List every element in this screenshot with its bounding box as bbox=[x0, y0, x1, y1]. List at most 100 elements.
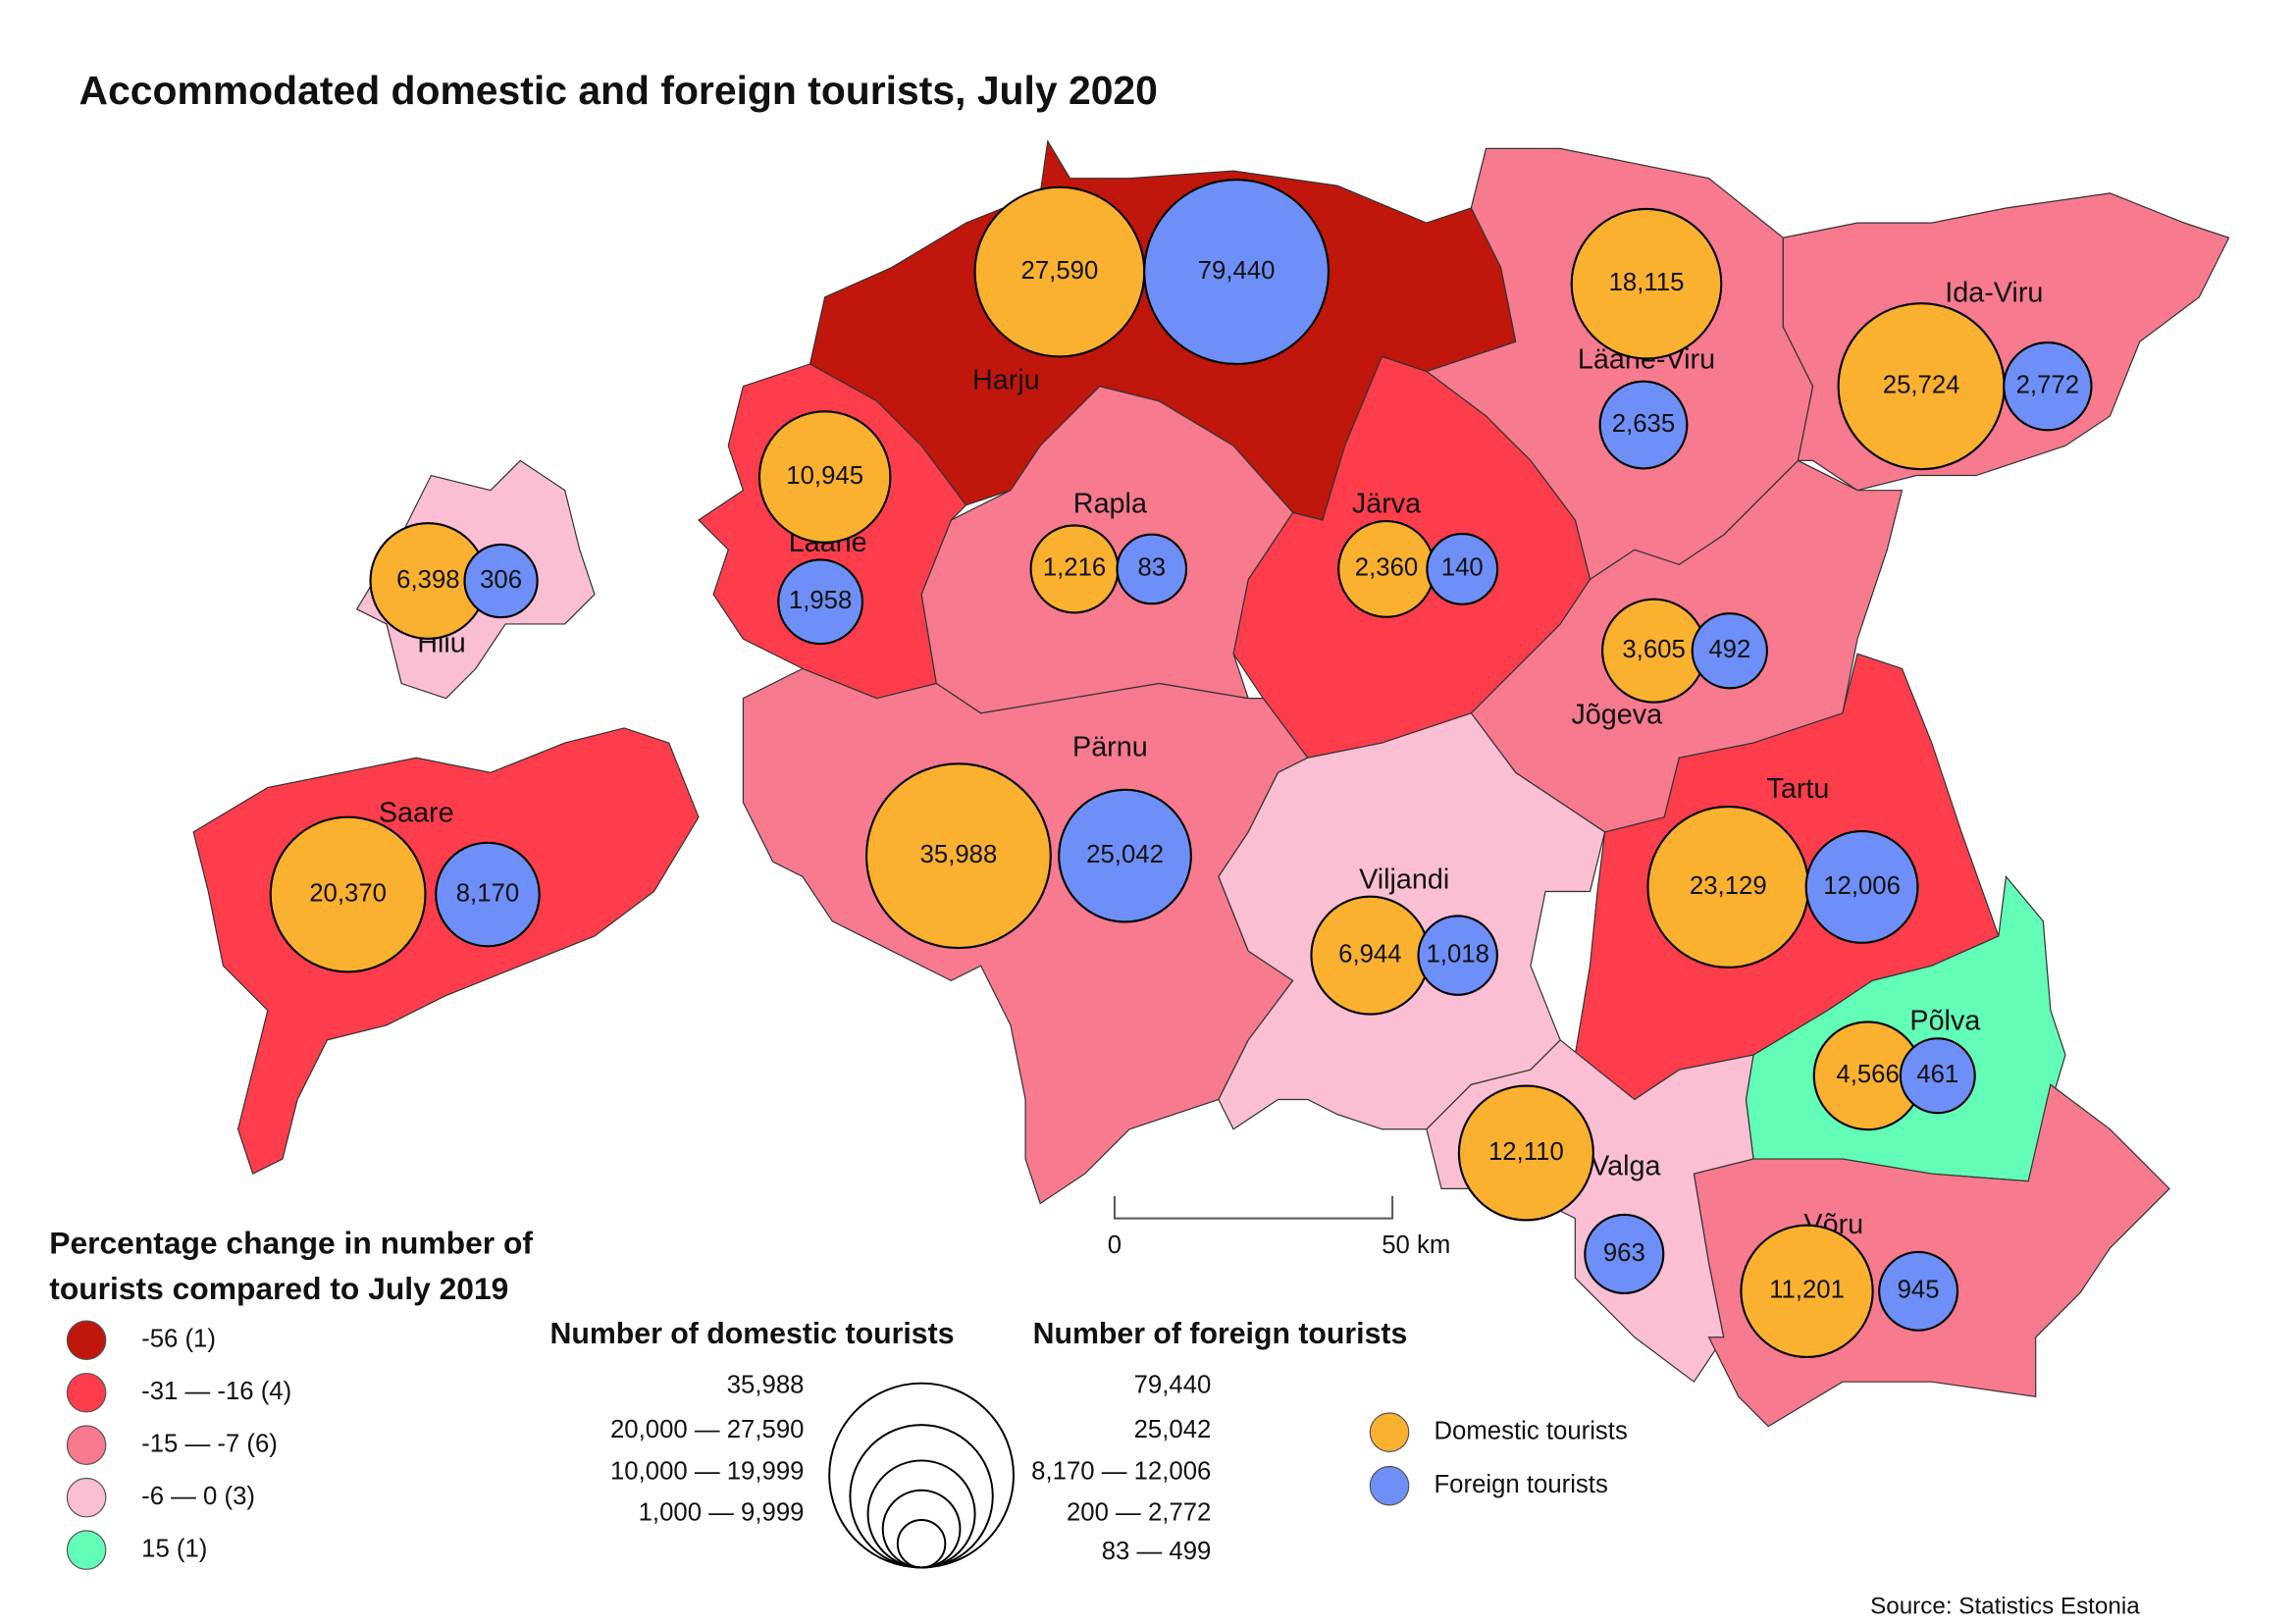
region-name: Pärnu bbox=[1072, 732, 1148, 763]
foreign-label: 12,006 bbox=[1823, 872, 1901, 900]
legend-label: -31 — -16 (4) bbox=[141, 1378, 291, 1405]
foreign-bubble bbox=[1878, 1250, 1959, 1332]
region-name: Rapla bbox=[1073, 488, 1147, 519]
foreign-bubble bbox=[1143, 179, 1331, 366]
legend-title: Percentage change in number of bbox=[49, 1225, 533, 1260]
domestic-label: 20,370 bbox=[309, 879, 387, 907]
region-name: Tartu bbox=[1766, 773, 1829, 805]
region-name: Ida-Viru bbox=[1945, 277, 2043, 308]
region-name: Järva bbox=[1352, 488, 1421, 519]
size-label: 8,170 — 12,006 bbox=[1031, 1457, 1211, 1485]
legend-label: -15 — -7 (6) bbox=[141, 1430, 278, 1457]
foreign-label: 2,635 bbox=[1612, 410, 1675, 438]
foreign-bubble bbox=[1584, 1213, 1665, 1295]
legend-label: Domestic tourists bbox=[1434, 1417, 1627, 1444]
foreign-bubble bbox=[1899, 1037, 1976, 1115]
map-title: Accommodated domestic and foreign touris… bbox=[79, 68, 1158, 113]
foreign-bubble bbox=[777, 558, 864, 646]
legend-swatch bbox=[66, 1530, 107, 1570]
size-label: 79,440 bbox=[1134, 1372, 1212, 1399]
domestic-label: 18,115 bbox=[1609, 269, 1685, 296]
region bbox=[192, 727, 700, 1176]
bubbles: Harju27,59079,440Lääne-Viru18,1152,635Id… bbox=[269, 179, 2093, 1358]
domestic-label: 6,944 bbox=[1338, 940, 1401, 968]
foreign-label: 963 bbox=[1603, 1239, 1645, 1267]
size-circle bbox=[896, 1519, 947, 1569]
foreign-label: 83 bbox=[1137, 554, 1166, 582]
region-name: Jõgeva bbox=[1571, 699, 1662, 730]
size-label: 35,988 bbox=[727, 1372, 805, 1399]
region-name: Põlva bbox=[1909, 1005, 1980, 1036]
foreign-label: 492 bbox=[1708, 636, 1750, 663]
legend-swatch bbox=[66, 1477, 107, 1518]
region-name: Valga bbox=[1591, 1151, 1660, 1182]
region-name: Viljandi bbox=[1359, 864, 1449, 896]
domestic-label: 3,605 bbox=[1622, 636, 1685, 663]
size-legend-circles bbox=[828, 1382, 1015, 1569]
domestic-label: 1,216 bbox=[1043, 554, 1106, 582]
foreign-label: 8,170 bbox=[456, 879, 519, 907]
foreign-label: 2,772 bbox=[2016, 371, 2079, 398]
foreign-label: 140 bbox=[1441, 554, 1484, 582]
domestic-label: 27,590 bbox=[1021, 257, 1099, 285]
domestic-bubble bbox=[1457, 1084, 1594, 1222]
legend-swatch bbox=[1369, 1412, 1410, 1452]
foreign-bubble bbox=[1417, 915, 1498, 996]
foreign-label: 79,440 bbox=[1198, 257, 1276, 285]
size-label: 83 — 499 bbox=[1102, 1538, 1212, 1565]
legend-label: -56 (1) bbox=[141, 1326, 216, 1353]
domestic-label: 25,724 bbox=[1883, 371, 1960, 398]
size-circle bbox=[828, 1382, 1015, 1569]
legend-label: 15 (1) bbox=[141, 1535, 207, 1562]
foreign-label: 461 bbox=[1916, 1061, 1958, 1088]
region-name: Saare bbox=[379, 797, 454, 828]
foreign-bubble bbox=[1058, 788, 1192, 923]
source: Source: Statistics Estonia bbox=[1870, 1594, 2140, 1620]
legend-label: Foreign tourists bbox=[1434, 1471, 1607, 1498]
size-label: 1,000 — 9,999 bbox=[639, 1499, 805, 1527]
foreign-label: 1,018 bbox=[1427, 940, 1489, 968]
domestic-label: 4,566 bbox=[1836, 1061, 1899, 1088]
foreign-bubble bbox=[2003, 341, 2093, 432]
foreign-label: 306 bbox=[480, 566, 522, 594]
foreign-label: 945 bbox=[1898, 1277, 1940, 1304]
legend-title: tourists compared to July 2019 bbox=[49, 1271, 508, 1306]
foreign-label: 1,958 bbox=[789, 587, 852, 614]
scale-bar bbox=[1113, 1195, 1394, 1220]
domestic-label: 6,398 bbox=[396, 566, 459, 594]
region bbox=[1782, 192, 2230, 492]
domestic-bubble bbox=[865, 762, 1052, 950]
domestic-bubble bbox=[757, 410, 892, 544]
domestic-bubble bbox=[1740, 1224, 1874, 1358]
foreign-bubble bbox=[1691, 612, 1768, 690]
scale-label: 50 km bbox=[1382, 1231, 1450, 1259]
foreign-label: 25,042 bbox=[1086, 841, 1164, 868]
legend-swatch bbox=[66, 1372, 107, 1413]
legend-swatch bbox=[66, 1320, 107, 1361]
size-label: 20,000 — 27,590 bbox=[610, 1416, 804, 1443]
region bbox=[742, 667, 1309, 1205]
size-circle bbox=[881, 1489, 962, 1569]
region-name: Harju bbox=[972, 365, 1040, 396]
domestic-bubble bbox=[269, 815, 427, 973]
legend-title: Number of domestic tourists bbox=[550, 1318, 955, 1350]
domestic-label: 10,945 bbox=[786, 462, 863, 490]
legend-title: Number of foreign tourists bbox=[1033, 1318, 1408, 1350]
size-circle bbox=[866, 1459, 976, 1569]
scale-line bbox=[1113, 1195, 1394, 1220]
domestic-label: 2,360 bbox=[1355, 554, 1418, 582]
foreign-bubble bbox=[435, 841, 541, 948]
size-label: 25,042 bbox=[1134, 1416, 1212, 1443]
domestic-bubble bbox=[1570, 207, 1723, 360]
legend-swatch bbox=[66, 1425, 107, 1465]
foreign-bubble bbox=[1598, 380, 1689, 470]
domestic-label: 11,201 bbox=[1769, 1277, 1845, 1304]
size-label: 10,000 — 19,999 bbox=[610, 1457, 804, 1485]
domestic-label: 35,988 bbox=[920, 841, 998, 868]
legend-label: -6 — 0 (3) bbox=[141, 1483, 255, 1510]
scale-label: 0 bbox=[1108, 1231, 1122, 1259]
domestic-label: 12,110 bbox=[1488, 1138, 1564, 1166]
legend-swatch bbox=[1369, 1465, 1410, 1506]
